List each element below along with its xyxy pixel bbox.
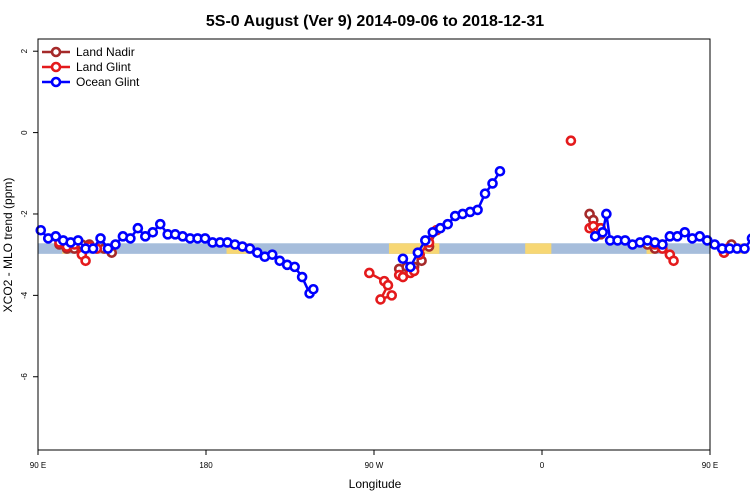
ocean-glint-point xyxy=(412,247,424,258)
ocean-band xyxy=(38,243,710,254)
x-tick-label: 90 E xyxy=(30,461,46,470)
land-band-segment xyxy=(525,243,552,254)
ocean-glint-point xyxy=(420,235,431,246)
ocean-glint-point xyxy=(50,231,62,242)
legend-swatch-marker xyxy=(50,46,62,58)
ocean-glint-point xyxy=(244,243,256,254)
y-tick-label: -4 xyxy=(20,291,29,299)
ocean-glint-point xyxy=(110,239,121,250)
ocean-glint-point xyxy=(87,243,99,254)
ocean-glint-point xyxy=(397,253,409,265)
ocean-glint-point xyxy=(252,247,263,258)
ocean-glint-point xyxy=(657,239,668,250)
ocean-glint-point xyxy=(619,235,631,246)
x-tick-label: 180 xyxy=(199,461,213,470)
legend-swatch-marker xyxy=(50,61,62,73)
ocean-glint-point xyxy=(296,271,308,283)
x-axis: 90 E 180 90 W 0 90 E xyxy=(30,450,718,470)
legend-swatch-marker xyxy=(50,76,62,88)
ocean-glint-point xyxy=(589,231,601,242)
ocean-glint-point xyxy=(125,233,136,244)
land-glint-point xyxy=(364,267,375,279)
ocean-glint-point xyxy=(597,226,608,238)
ocean-glint-point xyxy=(35,224,47,236)
ocean-glint-point xyxy=(147,226,159,238)
ocean-glint-point xyxy=(694,231,706,242)
legend-item-land-glint: Land Glint xyxy=(42,60,131,74)
land-band-segment xyxy=(388,243,440,254)
ocean-glint-point xyxy=(739,243,750,254)
ocean-glint-point xyxy=(487,178,498,189)
ocean-glint-point xyxy=(472,204,483,216)
ocean-glint-point xyxy=(701,235,713,246)
ocean-glint-point xyxy=(494,165,506,177)
ocean-glint-point xyxy=(427,226,439,238)
ocean-glint-point xyxy=(95,233,106,244)
land-glint-point xyxy=(386,290,398,301)
y-tick-label: 0 xyxy=(20,130,29,135)
x-tick-label: 90 E xyxy=(702,461,718,470)
ocean-glint-point xyxy=(266,249,278,260)
ocean-glint-point xyxy=(405,261,416,273)
ocean-glint-point xyxy=(442,218,454,230)
land-glint-point xyxy=(668,255,679,267)
y-axis: 2 0 -2 -4 -6 xyxy=(20,48,38,380)
legend-item-ocean-glint: Ocean Glint xyxy=(42,75,140,89)
y-tick-label: 2 xyxy=(20,48,29,53)
ocean-glint-point xyxy=(199,233,211,244)
x-tick-label: 90 W xyxy=(365,461,384,470)
series-ocean-glint xyxy=(35,165,750,299)
x-tick-label: 0 xyxy=(540,461,545,470)
legend-label: Land Nadir xyxy=(76,45,135,59)
ocean-glint-point xyxy=(601,208,612,220)
land-glint-point xyxy=(375,294,386,305)
land-glint-point xyxy=(565,135,577,147)
ocean-glint-point xyxy=(72,235,84,246)
plot-area xyxy=(35,135,750,305)
ocean-glint-point xyxy=(709,239,720,250)
ocean-glint-point xyxy=(274,255,286,267)
ocean-glint-point xyxy=(140,231,151,242)
ocean-glint-point xyxy=(289,261,300,273)
legend-label: Ocean Glint xyxy=(76,75,140,89)
x-axis-label: Longitude xyxy=(349,477,402,491)
legend-item-land-nadir: Land Nadir xyxy=(42,45,135,59)
ocean-glint-point xyxy=(479,188,491,199)
ocean-glint-point xyxy=(102,243,114,254)
land-glint-point xyxy=(382,279,394,291)
land-glint-point xyxy=(80,255,91,267)
ocean-glint-point xyxy=(308,283,319,295)
chart-title: 5S-0 August (Ver 9) 2014-09-06 to 2018-1… xyxy=(206,13,544,30)
ocean-glint-point xyxy=(672,231,683,242)
ocean-glint-point xyxy=(434,222,446,234)
ocean-glint-point xyxy=(132,222,144,234)
ocean-glint-point xyxy=(154,218,166,230)
ocean-glint-point xyxy=(679,226,691,238)
y-axis-label: XCO2 - MLO trend (ppm) xyxy=(1,178,15,313)
legend-label: Land Glint xyxy=(76,60,131,74)
y-tick-label: -2 xyxy=(20,210,29,218)
land-glint-point xyxy=(397,271,409,283)
y-tick-label: -6 xyxy=(20,373,29,381)
